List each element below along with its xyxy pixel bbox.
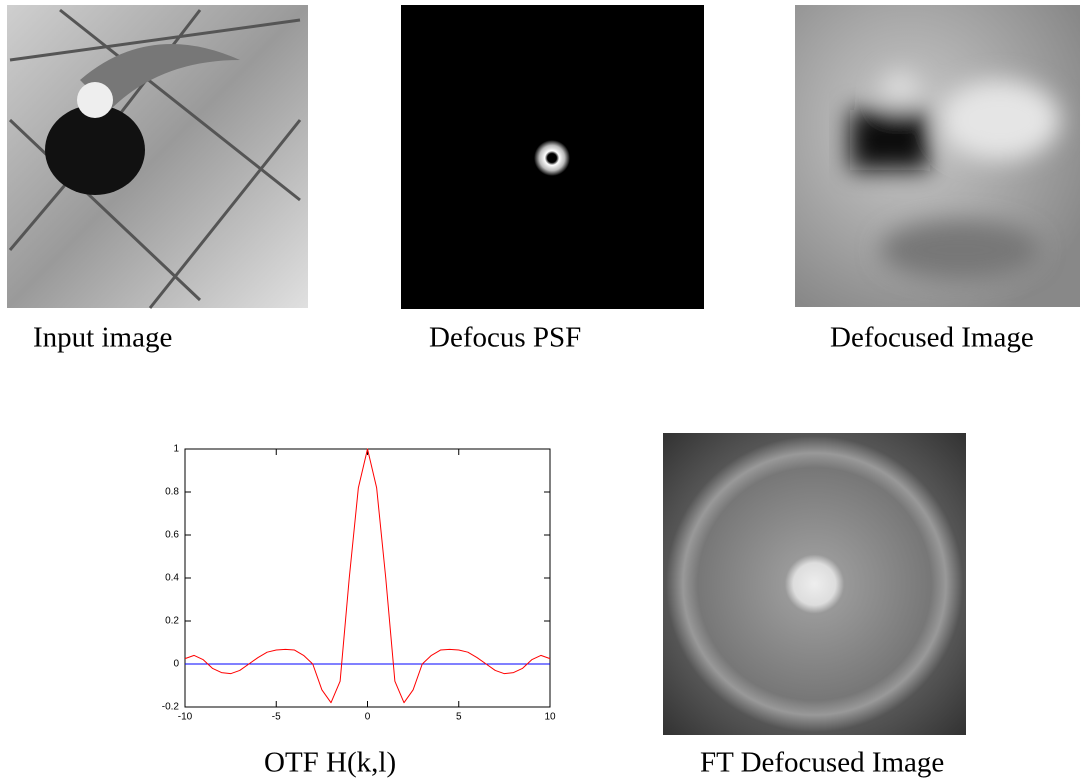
ft-image	[663, 433, 966, 735]
y-tick-label: 0.8	[165, 487, 179, 498]
x-tick-label: 5	[456, 712, 462, 723]
psf-image	[401, 5, 704, 309]
caption: Defocused Image	[830, 322, 1034, 354]
y-tick-label: 0.2	[165, 616, 179, 627]
y-tick-label: 1	[173, 444, 179, 455]
input-image	[7, 5, 308, 308]
defocused-image	[795, 5, 1080, 307]
line	[185, 449, 550, 703]
y-tick-label: 0.6	[165, 530, 179, 541]
y-tick-label: 0	[173, 659, 179, 670]
figure: Input image Defocus PSF Defocused Image …	[0, 0, 1086, 781]
caption: OTF H(k,l)	[264, 747, 396, 779]
x-tick-label: -10	[178, 712, 193, 723]
caption: Input image	[33, 322, 172, 354]
x-tick-label: 0	[365, 712, 371, 723]
caption: FT Defocused Image	[700, 747, 944, 779]
x-tick-label: -5	[272, 712, 281, 723]
x-tick-label: 10	[544, 712, 556, 723]
plot-frame	[185, 449, 550, 707]
y-tick-label: 0.4	[165, 573, 179, 584]
caption: Defocus PSF	[429, 322, 581, 354]
